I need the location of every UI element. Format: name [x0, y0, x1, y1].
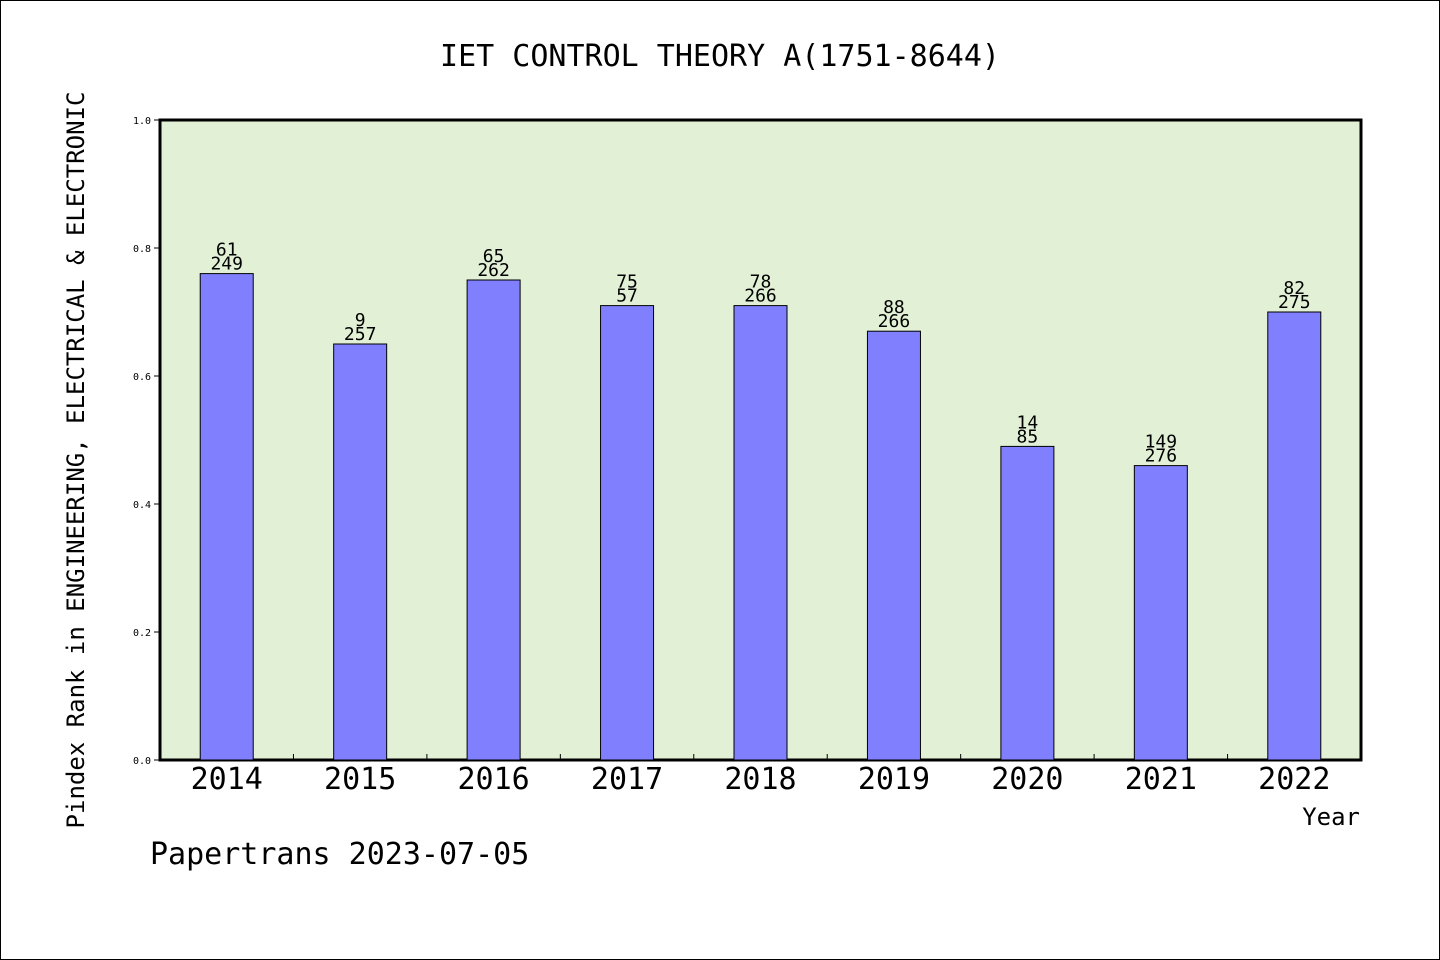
- y-tick-label: 1.0: [133, 116, 151, 127]
- chart-title: IET CONTROL THEORY A(1751-8644): [440, 39, 1000, 74]
- y-axis-label: Pindex Rank in ENGINEERING, ELECTRICAL &…: [62, 92, 90, 829]
- bar-label-bottom-2022: 275: [1278, 292, 1311, 313]
- y-tick-label: 0.8: [133, 244, 151, 255]
- bar-label-bottom-2020: 85: [1017, 426, 1039, 447]
- x-tick-label-2014: 2014: [191, 762, 263, 797]
- bar-label-top-2015: 9: [355, 310, 366, 331]
- x-tick-label-2019: 2019: [858, 762, 930, 797]
- bar-2022: [1267, 311, 1322, 761]
- y-tick-label: 0.2: [133, 628, 151, 639]
- bar-label-top-2018: 78: [750, 272, 772, 293]
- bar-label-bottom-2019: 266: [878, 311, 911, 332]
- bar-2014: [199, 273, 254, 761]
- bar-2016: [466, 279, 521, 761]
- bar-label-bottom-2015: 257: [344, 324, 377, 345]
- bar-2017: [600, 305, 655, 761]
- x-tick-label-2020: 2020: [991, 762, 1063, 797]
- bar-label-top-2017: 75: [616, 272, 638, 293]
- y-tick-label: 0.0: [133, 756, 151, 767]
- bar-label-top-2022: 82: [1283, 278, 1305, 299]
- footer-text: Papertrans 2023-07-05: [150, 837, 529, 872]
- bar-label-top-2016: 65: [483, 246, 505, 267]
- bar-2020: [1000, 445, 1055, 761]
- bar-label-bottom-2016: 262: [477, 260, 510, 281]
- y-tick-label: 0.6: [133, 372, 151, 383]
- bar-2021: [1133, 465, 1188, 761]
- bar-2018: [733, 305, 788, 761]
- x-tick-label-2018: 2018: [724, 762, 796, 797]
- bar-label-top-2014: 61: [216, 240, 238, 261]
- x-tick-label-2022: 2022: [1258, 762, 1330, 797]
- bar-label-bottom-2014: 249: [210, 254, 243, 275]
- x-axis: 2014 2015 2016 2017 2018 2019 2020 2021 2022: [191, 754, 1330, 797]
- bar-label-bottom-2021: 276: [1145, 446, 1178, 467]
- bar-label-bottom-2017: 57: [616, 286, 638, 307]
- x-tick-label-2021: 2021: [1125, 762, 1197, 797]
- bar-label-top-2020: 14: [1017, 412, 1039, 433]
- y-axis: 0.0 0.2 0.4 0.6 0.8 1.0: [133, 116, 160, 767]
- x-tick-label-2017: 2017: [591, 762, 663, 797]
- x-axis-label: Year: [1302, 803, 1360, 831]
- x-tick-label-2015: 2015: [324, 762, 396, 797]
- y-tick-label: 0.4: [133, 500, 151, 511]
- bar-label-top-2019: 88: [883, 297, 905, 318]
- x-tick-label-2016: 2016: [457, 762, 529, 797]
- bar-label-bottom-2018: 266: [744, 286, 777, 307]
- bar-label-top-2021: 149: [1145, 432, 1178, 453]
- bar-2015: [333, 343, 388, 761]
- bar-2019: [866, 330, 921, 761]
